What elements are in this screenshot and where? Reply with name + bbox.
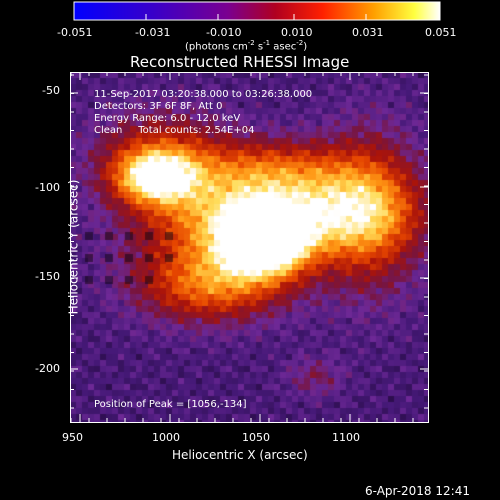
colorbar-tick-label: 0.031 [352, 26, 384, 39]
info-line-counts: Clean Total counts: 2.54E+04 [94, 125, 255, 136]
colorbar-tick-label: 0.010 [281, 26, 313, 39]
rhessi-image [70, 72, 428, 422]
y-tick-label: -100 [35, 181, 60, 194]
x-tick-label: 1000 [152, 431, 180, 444]
x-tick-label: 950 [62, 431, 83, 444]
y-tick-label: -200 [35, 362, 60, 375]
info-line-detectors: Detectors: 3F 6F 8F, Att 0 [94, 101, 223, 112]
plot-title: Reconstructed RHESSI Image [130, 53, 350, 71]
y-tick-label: -50 [42, 84, 60, 97]
y-tick-label: -150 [35, 270, 60, 283]
colorbar-tick-label: -0.031 [135, 26, 171, 39]
colorbar-tick-label: 0.051 [425, 26, 457, 39]
colorbar-bar [73, 1, 441, 21]
x-axis-label: Heliocentric X (arcsec) [172, 448, 308, 462]
plot-frame-border [70, 72, 429, 423]
info-line-energy: Energy Range: 6.0 - 12.0 keV [94, 113, 241, 124]
x-tick-label: 1050 [242, 431, 270, 444]
x-tick-label: 1100 [332, 431, 360, 444]
peak-position-label: Position of Peak = [1056,-134] [94, 399, 247, 410]
y-axis-label: Heliocentric Y (arcsec) [66, 179, 81, 315]
timestamp: 6-Apr-2018 12:41 [365, 484, 470, 498]
colorbar-tick-label: -0.051 [57, 26, 93, 39]
info-line-time: 11-Sep-2017 03:20:38.000 to 03:26:38.000 [94, 89, 313, 100]
colorbar-units: (photons cm-2 s-1 asec-2) [185, 39, 308, 53]
colorbar-tick-label: -0.010 [206, 26, 242, 39]
rhessi-image-canvas [70, 72, 428, 422]
